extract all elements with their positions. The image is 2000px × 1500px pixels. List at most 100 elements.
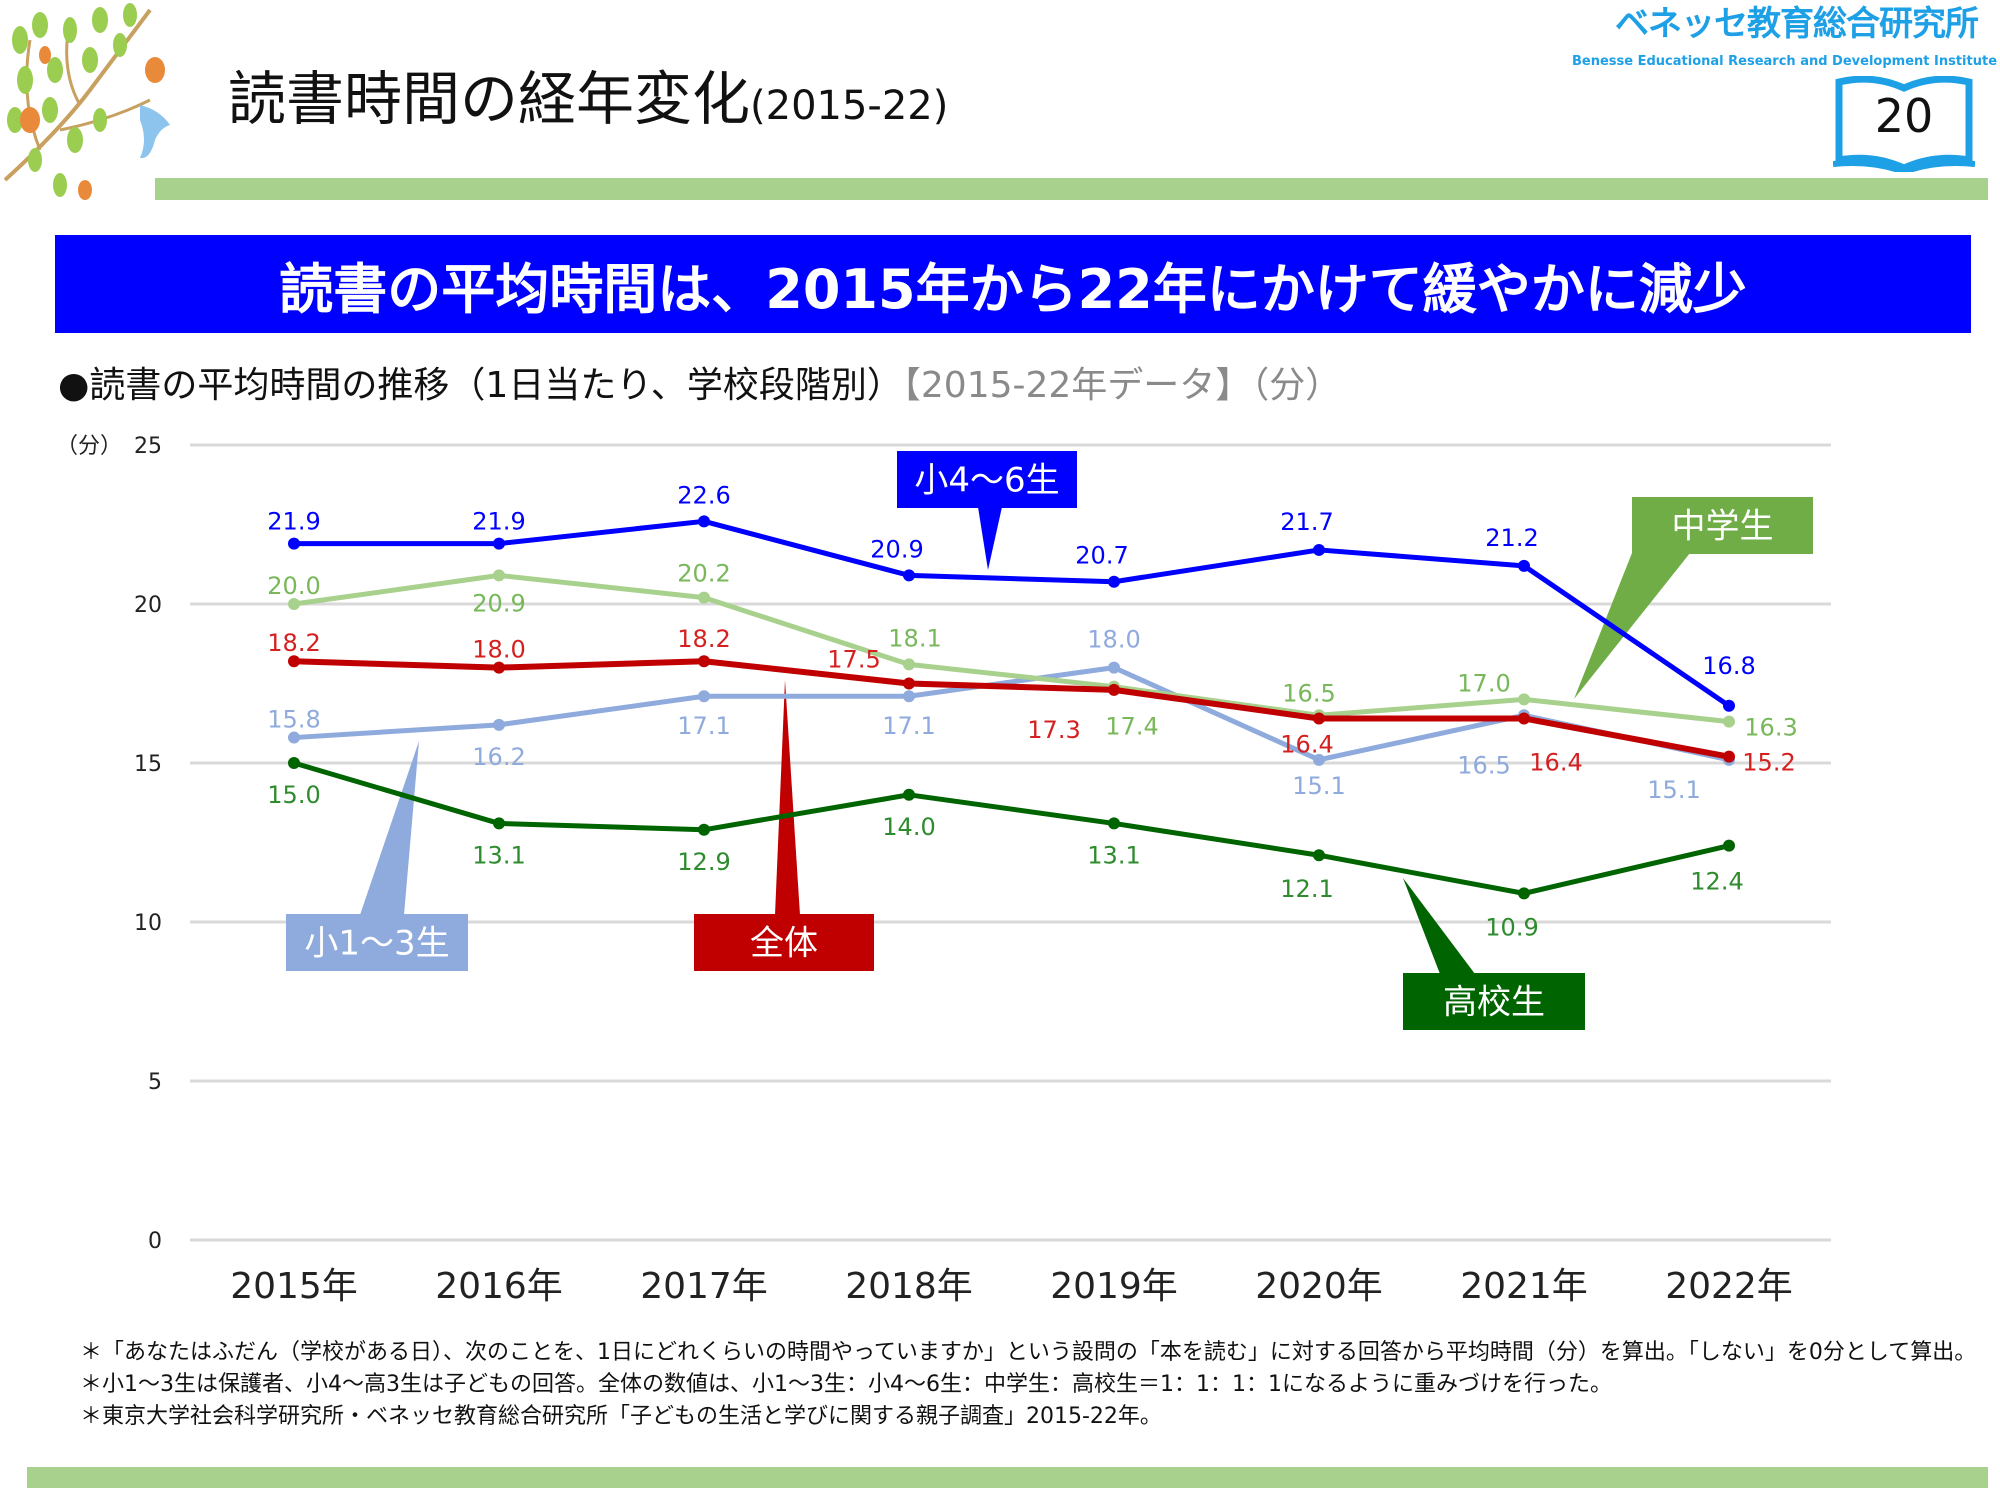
data-point xyxy=(493,569,505,582)
x-tick-label: 2020年 xyxy=(1255,1266,1383,1307)
data-label: 20.7 xyxy=(1075,542,1128,570)
y-axis-unit: （分） xyxy=(56,434,122,459)
data-label: 17.1 xyxy=(677,712,730,740)
footnote-3: ＊東京大学社会科学研究所・ベネッセ教育総合研究所「子どもの生活と学びに関する親子… xyxy=(80,1404,1162,1429)
data-label: 13.1 xyxy=(472,841,525,869)
callout-box xyxy=(1632,497,1813,554)
data-label: 21.9 xyxy=(472,508,525,536)
data-label: 15.1 xyxy=(1292,772,1345,800)
data-label: 12.1 xyxy=(1280,875,1333,903)
book-icon xyxy=(1833,76,1975,172)
data-point xyxy=(903,690,915,703)
data-point xyxy=(288,757,300,769)
data-point xyxy=(1108,683,1120,696)
data-point xyxy=(1518,559,1530,572)
series-callout-label: 小4～6生 xyxy=(914,461,1059,501)
footer-divider xyxy=(27,1467,1988,1488)
data-label: 12.4 xyxy=(1690,868,1743,896)
tree-bird-illustration xyxy=(3,3,170,200)
data-label: 20.9 xyxy=(870,535,923,563)
data-point xyxy=(903,788,915,801)
data-point xyxy=(698,591,710,604)
title-main: 読書時間の経年変化 xyxy=(228,65,751,133)
data-label: 16.2 xyxy=(472,743,525,771)
data-label: 20.0 xyxy=(267,572,320,600)
series-line xyxy=(293,658,1730,760)
data-label: 20.9 xyxy=(472,589,525,617)
y-tick-label: 5 xyxy=(148,1070,162,1095)
series-callout-label: 小1～3生 xyxy=(304,924,449,964)
title-years: (2015-22) xyxy=(750,83,949,129)
x-tick-label: 2021年 xyxy=(1460,1266,1588,1307)
data-point xyxy=(493,661,505,674)
data-label: 18.1 xyxy=(888,624,941,652)
logo-english: Benesse Educational Research and Develop… xyxy=(1572,54,1998,69)
callout-pointer xyxy=(775,680,800,915)
footnote-1: ＊「あなたはふだん（学校がある日）、次のことを、1日にどれくらいの時間やっていま… xyxy=(80,1340,1977,1365)
x-tick-label: 2022年 xyxy=(1665,1266,1793,1307)
page-title: 読書時間の経年変化(2015-22) xyxy=(228,52,948,136)
data-point xyxy=(903,658,915,671)
data-point xyxy=(1518,712,1530,725)
data-point xyxy=(1723,699,1735,712)
y-tick-label: 15 xyxy=(134,752,162,777)
data-label: 12.9 xyxy=(677,848,730,876)
data-label: 16.4 xyxy=(1280,730,1333,758)
y-tick-label: 25 xyxy=(134,434,162,459)
series-callout-label: 高校生 xyxy=(1443,983,1545,1023)
x-tick-label: 2015年 xyxy=(230,1266,358,1307)
callout-pointer xyxy=(360,741,419,915)
data-label: 16.3 xyxy=(1744,714,1797,742)
headline-banner: 読書の平均時間は、2015年から22年にかけて緩やかに減少 xyxy=(55,235,1971,333)
subtitle-note: 【2015-22年データ】（分） xyxy=(902,365,1342,406)
data-point xyxy=(288,655,300,668)
data-label: 18.0 xyxy=(1087,626,1140,654)
data-label: 21.7 xyxy=(1280,508,1333,536)
callout-box xyxy=(286,914,468,971)
header-divider xyxy=(155,178,1988,200)
data-label: 21.9 xyxy=(267,508,320,536)
x-tick-label: 2017年 xyxy=(640,1266,768,1307)
data-label: 20.2 xyxy=(677,560,730,588)
data-point xyxy=(288,731,300,744)
data-label: 16.5 xyxy=(1282,679,1335,707)
data-label: 18.2 xyxy=(267,629,320,657)
chart-subtitle: ●読書の平均時間の推移（1日当たり、学校段階別）【2015-22年データ】（分） xyxy=(58,356,1341,408)
data-point xyxy=(1723,839,1735,852)
data-point xyxy=(493,718,505,731)
data-point xyxy=(1723,715,1735,728)
data-point xyxy=(903,569,915,582)
data-label: 15.0 xyxy=(267,781,320,809)
callout-pointer xyxy=(978,507,1002,570)
data-label: 16.4 xyxy=(1529,748,1582,776)
data-label: 17.1 xyxy=(882,712,935,740)
data-label: 15.2 xyxy=(1742,749,1795,777)
footnote-2: ＊小1～3生は保護者、小4～高3生は子どもの回答。全体の数値は、小1～3生：小4… xyxy=(80,1372,1612,1397)
y-tick-label: 20 xyxy=(134,593,162,618)
data-point xyxy=(493,537,505,550)
data-label: 13.1 xyxy=(1087,841,1140,869)
data-point xyxy=(493,817,505,830)
data-point xyxy=(1313,712,1325,725)
data-label: 17.3 xyxy=(1027,716,1080,744)
series-line xyxy=(293,572,1730,725)
data-point xyxy=(1313,543,1325,556)
logo-japanese: ベネッセ教育総合研究所 xyxy=(1615,4,1979,44)
x-tick-label: 2018年 xyxy=(845,1266,973,1307)
data-point xyxy=(1108,575,1120,588)
series-callout-label: 中学生 xyxy=(1672,507,1774,547)
data-point xyxy=(288,537,300,550)
page-number: 20 xyxy=(1874,89,1934,143)
data-label: 18.2 xyxy=(677,625,730,653)
data-label: 17.0 xyxy=(1457,669,1510,697)
data-label: 16.8 xyxy=(1702,652,1755,680)
y-tick-label: 0 xyxy=(148,1229,162,1254)
data-label: 10.9 xyxy=(1485,913,1538,941)
x-tick-label: 2019年 xyxy=(1050,1266,1178,1307)
callout-box xyxy=(694,914,874,971)
series-line xyxy=(293,760,1730,896)
data-label: 14.0 xyxy=(882,813,935,841)
data-label: 18.0 xyxy=(472,636,525,664)
data-label: 17.4 xyxy=(1105,713,1158,741)
